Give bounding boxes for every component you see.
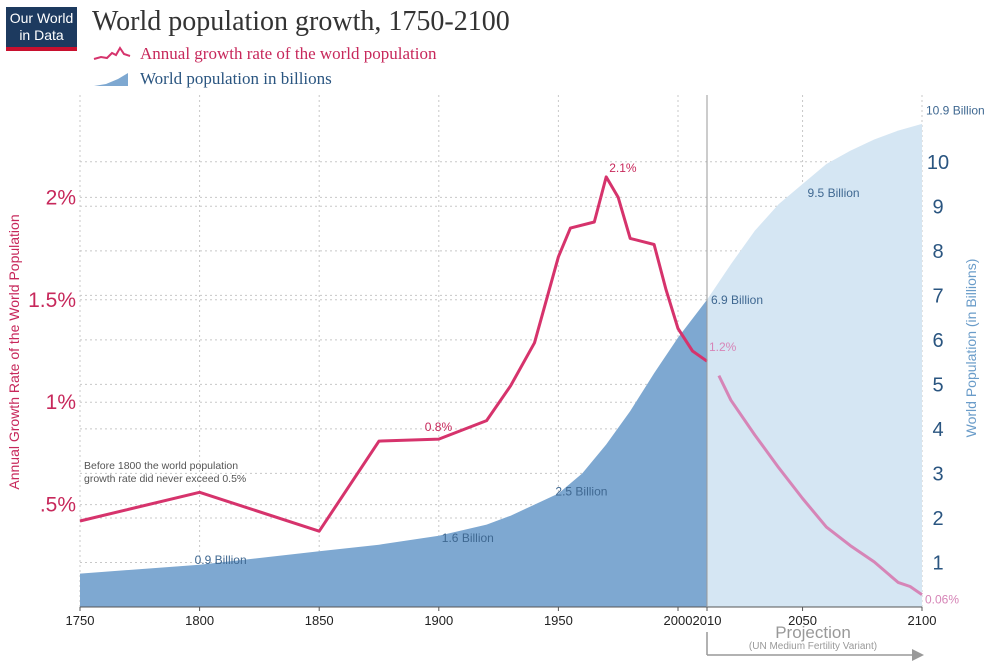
growth-data-label: 0.8%: [425, 420, 453, 434]
projection-arrowhead-icon: [912, 649, 924, 661]
x-tick-label: 2100: [908, 613, 937, 628]
growth-data-label: 1.2%: [709, 340, 737, 354]
x-tick-label: 1950: [544, 613, 573, 628]
left-tick-label: 2%: [46, 186, 76, 209]
chart-labels: 0.8% 2.1% 1.2% 0.06% 0.9 Billion 1.6 Billion 2…: [84, 104, 985, 607]
legend-growth-label: Annual growth rate of the world populati…: [140, 44, 437, 63]
x-tick-label: 1900: [424, 613, 453, 628]
x-tick-label: 1800: [185, 613, 214, 628]
growth-data-label: 2.1%: [609, 161, 637, 175]
right-tick-label: 7: [932, 285, 943, 307]
legend-population-label: World population in billions: [140, 69, 332, 88]
right-tick-label: 10: [927, 152, 949, 174]
early-growth-note: Before 1800 the world population: [84, 460, 238, 472]
population-data-label: 9.5 Billion: [808, 186, 860, 200]
projection-label: Projection: [775, 623, 851, 642]
right-tick-label: 6: [932, 330, 943, 352]
population-areas: [80, 123, 922, 608]
growth-line-legend-icon: [93, 46, 131, 60]
logo-line-1: Our World: [9, 10, 74, 26]
right-tick-label: 2: [932, 508, 943, 530]
growth-data-label: 0.06%: [925, 593, 959, 607]
population-data-label: 0.9 Billion: [195, 553, 247, 567]
right-tick-label: 4: [932, 419, 943, 441]
axes: 1750 1800 1850 1900 1950 2000 2010 2050 2100 .5% 1…: [6, 95, 979, 661]
early-growth-note: growth rate did never exceed 0.5%: [84, 473, 246, 485]
legend-growth-rate: Annual growth rate of the world populati…: [92, 44, 437, 64]
x-tick-label: 2000: [664, 613, 693, 628]
left-tick-label: 1%: [46, 391, 76, 414]
right-tick-label: 8: [932, 241, 943, 263]
x-tick-label: 1750: [66, 613, 95, 628]
population-data-label: 6.9 Billion: [711, 293, 763, 307]
right-tick-label: 9: [932, 196, 943, 218]
right-tick-label: 3: [932, 463, 943, 485]
x-tick-label: 2050: [788, 613, 817, 628]
logo-line-2: in Data: [19, 27, 64, 43]
growth-rate-projection-line: [717, 374, 923, 596]
population-historical-area: [80, 299, 707, 607]
growth-rate-lines: [79, 175, 923, 596]
right-axis-title: World Population (in Billions): [963, 259, 979, 438]
population-data-label: 2.5 Billion: [555, 485, 607, 499]
right-tick-label: 5: [932, 374, 943, 396]
population-projection-area: [707, 123, 922, 608]
x-tick-label: 2010: [693, 613, 722, 628]
left-axis-title: Annual Growth Rate of the World Populati…: [6, 214, 22, 489]
x-tick-label: 1850: [305, 613, 334, 628]
population-data-label: 1.6 Billion: [442, 531, 494, 545]
population-area-legend-icon: [94, 73, 128, 86]
chart-title: World population growth, 1750-2100: [92, 6, 510, 37]
left-tick-label: .5%: [40, 494, 76, 517]
population-data-label: 10.9 Billion: [926, 104, 985, 118]
growth-rate-historical-line: [79, 175, 708, 533]
projection-sublabel: (UN Medium Fertility Variant): [749, 641, 877, 652]
left-tick-label: 1.5%: [28, 289, 76, 312]
right-tick-label: 1: [932, 552, 943, 574]
legend-population: World population in billions: [92, 69, 332, 89]
owid-logo: Our World in Data: [6, 7, 77, 51]
